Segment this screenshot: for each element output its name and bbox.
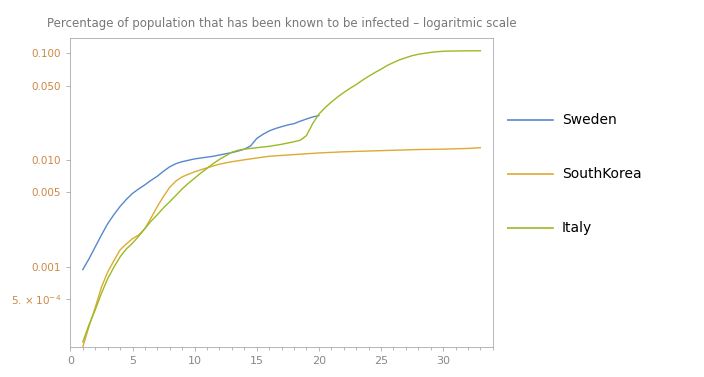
Sweden	[141, 182, 149, 187]
Italy	[196, 171, 205, 175]
Sweden	[172, 161, 180, 166]
SouthKorea	[439, 147, 447, 152]
Sweden	[116, 204, 125, 209]
Sweden	[296, 119, 304, 123]
SouthKorea	[134, 233, 143, 237]
Line: SouthKorea: SouthKorea	[83, 148, 480, 347]
Italy	[420, 51, 429, 55]
Sweden	[253, 136, 261, 141]
SouthKorea	[97, 285, 106, 290]
Sweden	[196, 156, 205, 160]
Sweden	[215, 153, 224, 157]
Sweden	[277, 124, 286, 129]
SouthKorea	[327, 150, 336, 155]
SouthKorea	[240, 158, 249, 162]
SouthKorea	[128, 236, 137, 241]
Italy	[464, 49, 472, 53]
Text: Percentage of population that has been known to be infected – logaritmic scale: Percentage of population that has been k…	[46, 17, 517, 30]
SouthKorea	[159, 194, 168, 199]
Sweden	[222, 152, 230, 156]
SouthKorea	[203, 166, 211, 170]
Sweden	[153, 174, 162, 178]
Sweden	[91, 245, 99, 249]
SouthKorea	[476, 146, 484, 150]
Sweden	[315, 113, 323, 118]
SouthKorea	[91, 305, 99, 310]
Sweden	[110, 212, 118, 217]
Sweden	[284, 123, 292, 127]
Sweden	[302, 117, 310, 121]
Sweden	[165, 164, 174, 169]
SouthKorea	[339, 150, 348, 154]
SouthKorea	[184, 172, 193, 176]
SouthKorea	[464, 146, 472, 151]
Text: Italy: Italy	[562, 221, 592, 235]
SouthKorea	[116, 248, 125, 252]
Italy	[79, 340, 87, 344]
Sweden	[234, 149, 242, 153]
SouthKorea	[277, 153, 286, 158]
Sweden	[209, 154, 218, 158]
Sweden	[122, 197, 130, 202]
Text: Sweden: Sweden	[562, 113, 617, 127]
SouthKorea	[178, 175, 187, 179]
SouthKorea	[79, 345, 87, 349]
Sweden	[240, 147, 249, 152]
Text: SouthKorea: SouthKorea	[562, 167, 641, 181]
Italy	[172, 193, 180, 198]
SouthKorea	[315, 151, 323, 155]
SouthKorea	[265, 154, 273, 158]
Sweden	[97, 233, 106, 237]
SouthKorea	[110, 259, 118, 263]
SouthKorea	[290, 152, 298, 157]
Line: Italy: Italy	[83, 51, 480, 342]
SouthKorea	[414, 147, 422, 152]
Line: Sweden: Sweden	[83, 115, 319, 270]
SouthKorea	[103, 270, 112, 274]
SouthKorea	[165, 185, 174, 190]
SouthKorea	[122, 242, 130, 246]
SouthKorea	[141, 226, 149, 231]
Italy	[246, 146, 255, 151]
SouthKorea	[427, 147, 435, 152]
Italy	[284, 141, 292, 145]
Sweden	[159, 169, 168, 173]
Sweden	[84, 256, 93, 261]
Sweden	[308, 115, 317, 119]
Sweden	[79, 267, 87, 272]
SouthKorea	[352, 149, 360, 154]
Sweden	[271, 126, 279, 131]
Sweden	[184, 158, 193, 162]
Sweden	[178, 159, 187, 164]
Sweden	[265, 129, 273, 133]
Sweden	[128, 191, 137, 196]
SouthKorea	[190, 170, 199, 174]
Italy	[476, 49, 484, 53]
Sweden	[103, 221, 112, 226]
Sweden	[227, 150, 236, 155]
SouthKorea	[451, 147, 460, 151]
Sweden	[203, 155, 211, 159]
SouthKorea	[389, 148, 398, 153]
SouthKorea	[377, 149, 385, 153]
Sweden	[147, 178, 156, 182]
Sweden	[290, 121, 298, 126]
Sweden	[246, 144, 255, 148]
SouthKorea	[172, 179, 180, 183]
SouthKorea	[153, 204, 162, 209]
Sweden	[134, 187, 143, 191]
SouthKorea	[215, 162, 224, 166]
Sweden	[259, 132, 268, 136]
SouthKorea	[401, 148, 410, 152]
Sweden	[190, 156, 199, 161]
SouthKorea	[302, 152, 310, 156]
SouthKorea	[253, 156, 261, 160]
SouthKorea	[147, 216, 156, 220]
SouthKorea	[365, 149, 373, 153]
SouthKorea	[84, 324, 93, 329]
SouthKorea	[227, 159, 236, 164]
